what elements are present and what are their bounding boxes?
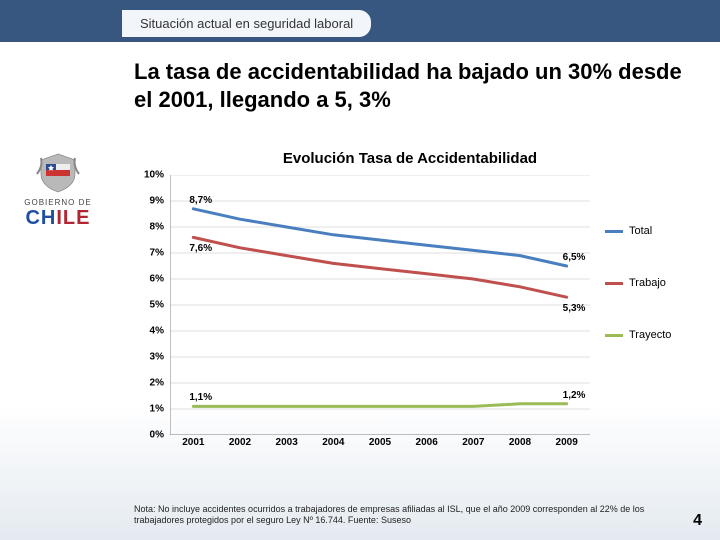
footnote-text: Nota: No incluye accidentes ocurridos a … [134, 504, 674, 527]
y-tick-label: 5% [150, 300, 164, 311]
coat-of-arms-icon [31, 150, 85, 194]
slide-page: Situación actual en seguridad laboral La… [0, 0, 720, 540]
slide-headline: La tasa de accidentabilidad ha bajado un… [134, 58, 694, 113]
chart-data-label: 1,2% [563, 390, 586, 401]
legend-swatch-icon [605, 230, 623, 233]
y-axis-labels: 0%1%2%3%4%5%6%7%8%9%10% [130, 175, 166, 435]
x-tick-label: 2009 [556, 437, 578, 448]
logo-chile-text: CHILE [8, 207, 108, 230]
logo-gobierno-text: GOBIERNO DE [8, 198, 108, 207]
chart-data-label: 6,5% [563, 252, 586, 263]
x-tick-label: 2006 [416, 437, 438, 448]
legend-label: Trabajo [629, 277, 666, 289]
chart-title: Evolución Tasa de Accidentabilidad [130, 150, 690, 167]
y-tick-label: 7% [150, 248, 164, 259]
x-tick-label: 2008 [509, 437, 531, 448]
x-tick-label: 2005 [369, 437, 391, 448]
chart-legend: Total Trabajo Trayecto [605, 225, 690, 381]
y-tick-label: 3% [150, 352, 164, 363]
legend-item: Total [605, 225, 690, 237]
page-number: 4 [693, 512, 702, 530]
x-axis-labels: 2001 2002 2003 2004 2005 2006 2007 2008 2009 [170, 437, 590, 453]
legend-item: Trayecto [605, 329, 690, 341]
y-tick-label: 1% [150, 404, 164, 415]
y-tick-label: 8% [150, 222, 164, 233]
x-tick-label: 2003 [276, 437, 298, 448]
gobierno-chile-logo: GOBIERNO DE CHILE [8, 150, 108, 230]
legend-item: Trabajo [605, 277, 690, 289]
legend-swatch-icon [605, 282, 623, 285]
section-tab: Situación actual en seguridad laboral [120, 8, 373, 39]
x-tick-label: 2007 [462, 437, 484, 448]
x-tick-label: 2001 [182, 437, 204, 448]
legend-swatch-icon [605, 334, 623, 337]
y-tick-label: 2% [150, 378, 164, 389]
chart-plot: 8,7% 7,6% 1,1% 6,5% 5,3% 1,2% [170, 175, 590, 435]
chart-data-label: 1,1% [189, 392, 212, 403]
chart-data-label: 5,3% [563, 303, 586, 314]
x-tick-label: 2002 [229, 437, 251, 448]
y-tick-label: 0% [150, 430, 164, 441]
y-tick-label: 6% [150, 274, 164, 285]
chart-area: 0%1%2%3%4%5%6%7%8%9%10% 8,7%7,6%1,1%6,5%… [130, 175, 690, 455]
legend-label: Total [629, 225, 652, 237]
y-tick-label: 10% [144, 170, 164, 181]
chart-data-label: 7,6% [189, 243, 212, 254]
y-tick-label: 9% [150, 196, 164, 207]
y-tick-label: 4% [150, 326, 164, 337]
accident-rate-chart: Evolución Tasa de Accidentabilidad 0% 1% 2… [130, 150, 690, 470]
chart-data-label: 8,7% [189, 195, 212, 206]
x-tick-label: 2004 [322, 437, 344, 448]
legend-label: Trayecto [629, 329, 671, 341]
